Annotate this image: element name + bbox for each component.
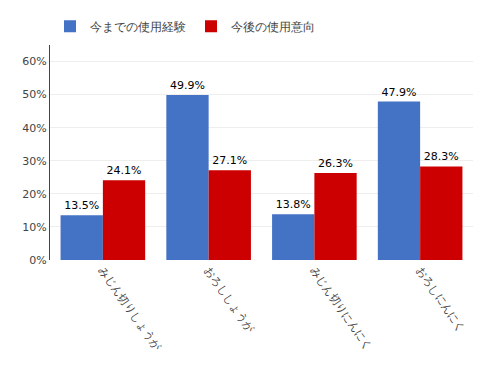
svg-text:60%: 60% <box>22 55 46 68</box>
svg-text:今後の使用意向: 今後の使用意向 <box>231 20 315 34</box>
svg-text:40%: 40% <box>22 122 46 135</box>
svg-text:24.1%: 24.1% <box>107 164 142 177</box>
svg-text:28.3%: 28.3% <box>424 150 459 163</box>
svg-text:50%: 50% <box>22 88 46 101</box>
svg-text:今までの使用経験: 今までの使用経験 <box>90 20 186 34</box>
svg-text:おろしにんにく: おろしにんにく <box>413 264 468 335</box>
svg-text:みじん切りにんにく: みじん切りにんにく <box>307 264 374 353</box>
svg-text:49.9%: 49.9% <box>170 79 205 92</box>
svg-text:26.3%: 26.3% <box>318 157 353 170</box>
svg-text:13.8%: 13.8% <box>276 198 311 211</box>
svg-text:47.9%: 47.9% <box>382 86 417 99</box>
svg-text:20%: 20% <box>22 188 46 201</box>
svg-text:27.1%: 27.1% <box>212 154 247 167</box>
svg-text:10%: 10% <box>22 221 46 234</box>
svg-text:みじん切りしょうが: みじん切りしょうが <box>96 264 164 353</box>
svg-text:0%: 0% <box>29 254 46 267</box>
svg-text:13.5%: 13.5% <box>64 199 99 212</box>
svg-text:30%: 30% <box>22 155 46 168</box>
svg-text:おろししょうが: おろししょうが <box>202 264 257 335</box>
